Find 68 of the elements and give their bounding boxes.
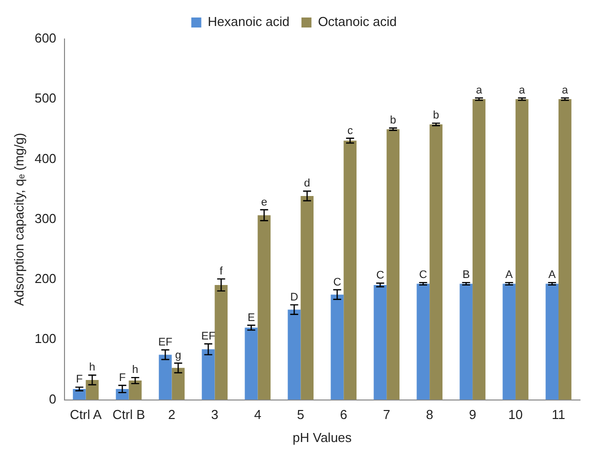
y-tick-label: 300 [34, 210, 56, 226]
x-tick-label: 10 [508, 407, 523, 422]
bar [158, 354, 172, 400]
x-tick-label: 9 [468, 407, 476, 422]
bar [374, 284, 387, 400]
annotation: e [261, 196, 268, 208]
annotation: A [505, 269, 514, 282]
bar [558, 99, 572, 400]
bar [472, 99, 486, 400]
annotation: E [248, 312, 255, 324]
bar [288, 310, 301, 400]
annotation: a [562, 84, 569, 96]
bar [502, 284, 516, 400]
legend-label: Hexanoic acid [208, 14, 290, 30]
annotation: D [290, 291, 298, 304]
x-tick-label: 2 [168, 407, 176, 422]
annotation: b [432, 110, 440, 122]
annotation: A [548, 269, 556, 282]
x-axis-title: pH Values [292, 430, 352, 445]
annotation: B [462, 269, 470, 282]
annotation: C [333, 276, 342, 288]
annotation: EF [158, 336, 173, 348]
y-tick-label: 200 [34, 271, 56, 286]
x-tick-label: Ctrl B [112, 407, 146, 422]
annotation: F [118, 372, 126, 384]
y-axis-title: Adsorption capacity, qₑ (mg/g) [11, 132, 26, 306]
bar [128, 380, 142, 400]
annotation: f [220, 265, 224, 278]
x-tick-label: 5 [297, 407, 304, 422]
x-tick-label: 7 [382, 407, 390, 422]
y-tick-label: 400 [34, 150, 56, 166]
bar [416, 284, 430, 400]
y-tick-label: 600 [34, 30, 56, 46]
annotation: a [476, 84, 483, 96]
bar [516, 99, 528, 400]
bar [386, 129, 400, 400]
bar [330, 294, 344, 400]
bar [258, 215, 271, 400]
bar [244, 328, 258, 400]
bar [300, 196, 314, 400]
x-tick-label: 3 [211, 407, 218, 422]
bar [460, 284, 473, 400]
annotation: b [390, 114, 396, 127]
bar [430, 124, 442, 400]
annotation: d [304, 178, 310, 190]
annotation: C [376, 270, 384, 282]
bar [214, 284, 228, 400]
annotation: h [89, 362, 96, 374]
x-tick-label: 8 [426, 407, 434, 422]
y-tick-label: 100 [34, 331, 56, 346]
x-tick-label: 11 [552, 407, 566, 422]
annotation: C [419, 269, 428, 282]
legend-label: Octanoic acid [318, 14, 397, 30]
annotation: g [175, 350, 182, 362]
bar [546, 284, 559, 400]
annotation: a [518, 84, 526, 96]
bar [172, 368, 185, 400]
bar [344, 140, 357, 400]
x-tick-label: Ctrl A [70, 407, 102, 422]
annotation: F [76, 374, 83, 386]
y-tick-label: 0 [49, 391, 56, 406]
x-tick-label: 4 [254, 407, 262, 422]
annotation: EF [201, 330, 216, 342]
y-tick-label: 500 [34, 90, 56, 106]
bar [202, 349, 215, 400]
annotation: h [132, 364, 138, 376]
annotation: c [347, 124, 354, 137]
x-tick-label: 6 [340, 407, 348, 422]
